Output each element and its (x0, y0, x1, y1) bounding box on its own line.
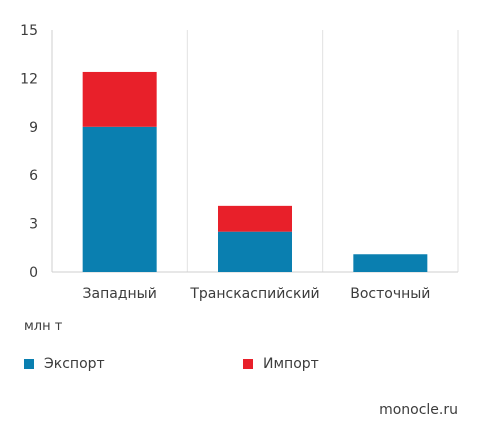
bar-export (82, 126, 157, 272)
legend-label-import: Импорт (263, 356, 319, 372)
unit-label: млн т (24, 319, 63, 334)
bar-export (218, 231, 292, 272)
legend-swatch-export (24, 359, 34, 369)
bar-export (353, 254, 428, 272)
x-category-label: Восточный (350, 286, 430, 302)
y-tick-label: 9 (29, 120, 38, 136)
source-label: monocle.ru (379, 402, 458, 418)
stacked-bar-chart: 0 3 6 9 12 15 Западный Транскаспийский Восточный (20, 23, 459, 302)
y-tick-label: 6 (29, 168, 38, 184)
bar-import (82, 71, 157, 127)
y-tick-label: 15 (20, 23, 38, 39)
legend-item-export: Экспорт (24, 356, 105, 372)
legend-label-export: Экспорт (44, 356, 105, 372)
y-tick-label: 0 (29, 265, 38, 281)
y-tick-label: 3 (29, 217, 38, 233)
legend-item-import: Импорт (243, 356, 319, 372)
y-tick-label: 12 (20, 71, 38, 87)
legend-swatch-import (243, 359, 253, 369)
x-category-label: Транскаспийский (189, 286, 319, 302)
x-category-label: Западный (83, 286, 157, 302)
bar-import (218, 205, 292, 232)
